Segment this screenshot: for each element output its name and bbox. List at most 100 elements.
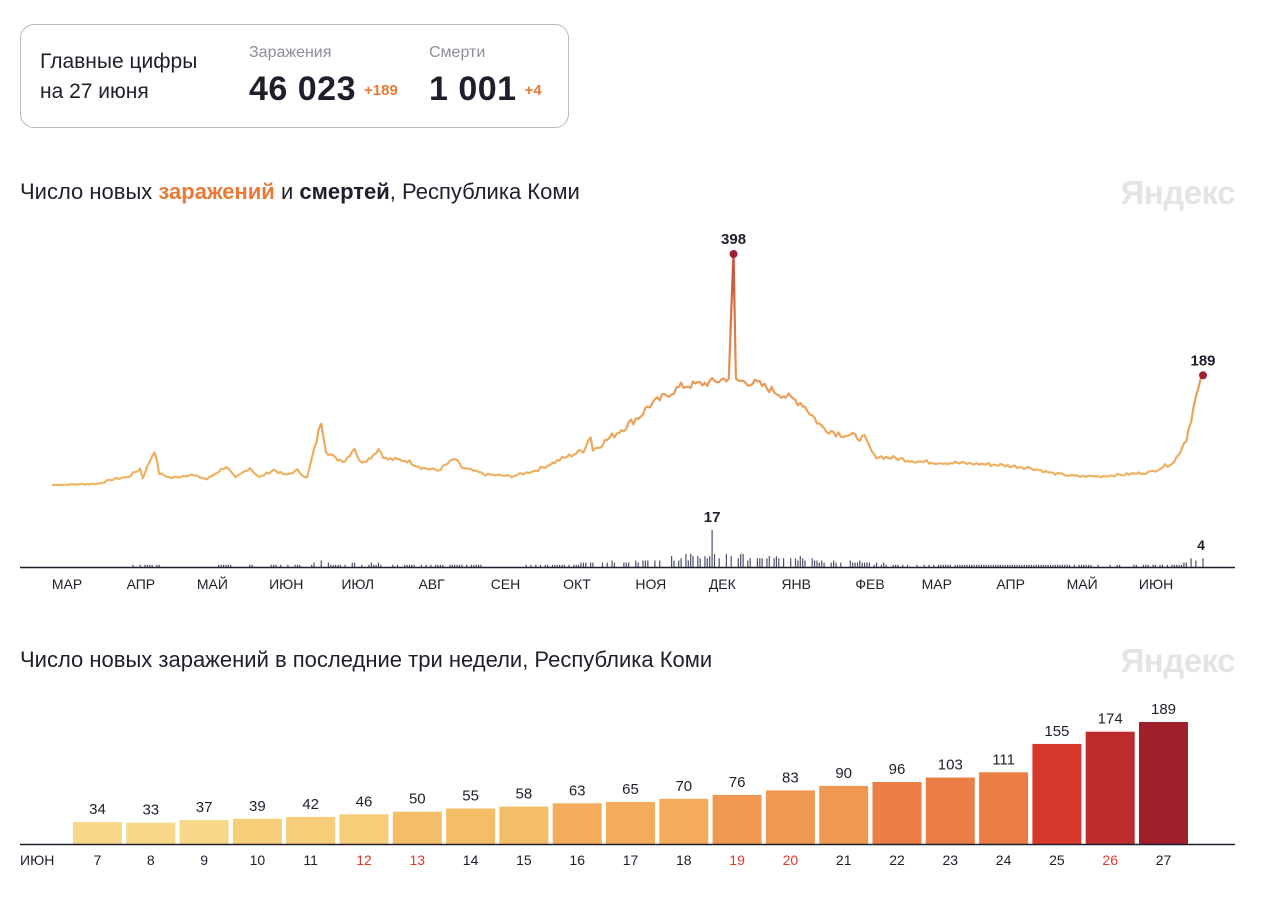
bar-value-label: 65 — [622, 781, 639, 798]
deaths-bar — [1173, 564, 1175, 567]
deaths-bar — [816, 560, 818, 567]
chart1-x-tick: ЯНВ — [781, 576, 811, 592]
deaths-bar — [1054, 564, 1056, 567]
bar-value-label: 189 — [1151, 701, 1176, 718]
deaths-bar — [873, 564, 875, 567]
deaths-bar — [945, 564, 947, 567]
deaths-bar — [654, 560, 656, 567]
deaths-bar — [1049, 564, 1052, 567]
deaths-bar — [1038, 564, 1040, 567]
summary-heading: Главные цифры на 27 июня — [40, 47, 197, 107]
deaths-bar — [1181, 564, 1183, 567]
deaths-bar — [158, 564, 160, 567]
deaths-bar — [287, 564, 289, 567]
deaths-bar — [835, 562, 837, 567]
deaths-bar — [790, 558, 792, 567]
x-tick-label: 18 — [676, 852, 692, 868]
deaths-bar — [144, 564, 146, 567]
deaths-bar — [551, 564, 553, 567]
chart1-x-tick: ОКТ — [563, 576, 591, 592]
bar-value-label: 174 — [1098, 711, 1123, 728]
deaths-bar — [1021, 564, 1023, 567]
x-tick-label: 23 — [943, 852, 959, 868]
deaths-bars — [132, 530, 1204, 567]
deaths-bar — [852, 562, 854, 567]
deaths-bar — [380, 564, 382, 567]
deaths-bar — [928, 564, 930, 567]
x-tick-label: 9 — [200, 852, 208, 868]
deaths-bar — [1135, 564, 1137, 567]
deaths-bar — [797, 560, 799, 567]
x-tick-label: 20 — [783, 852, 799, 868]
deaths-bar — [1002, 564, 1004, 567]
chart2-month-label: ИЮН — [20, 852, 54, 868]
chart1-title: Число новых заражений и смертей, Республ… — [20, 178, 580, 206]
deaths-bar — [866, 562, 868, 567]
x-tick-label: 25 — [1049, 852, 1065, 868]
deaths-bar — [406, 564, 408, 567]
deaths-bar — [759, 558, 761, 567]
deaths-bar — [454, 564, 456, 567]
deaths-bar — [968, 564, 971, 567]
deaths-bar — [1142, 564, 1144, 567]
deaths-bar — [1195, 560, 1197, 567]
bar-value-label: 96 — [889, 761, 906, 778]
deaths-bar — [1080, 564, 1083, 567]
deaths-bar — [766, 558, 768, 567]
deaths-bar — [868, 562, 870, 567]
deaths-bar — [413, 564, 415, 567]
deaths-bar — [327, 562, 329, 567]
deaths-bar — [747, 560, 749, 567]
x-tick-label: 16 — [569, 852, 585, 868]
chart1-title-part5: , Республика Коми — [389, 179, 580, 204]
deaths-bar — [592, 562, 594, 567]
deaths-bar — [411, 564, 413, 567]
deaths-bar — [139, 564, 141, 567]
deaths-bar — [637, 562, 639, 567]
deaths-bar — [554, 564, 556, 567]
deaths-bar — [1045, 564, 1047, 567]
deaths-bar — [964, 564, 966, 567]
deaths-bar — [940, 564, 942, 567]
infections-peak-point — [729, 250, 738, 258]
deaths-bar — [742, 553, 744, 567]
deaths-bar — [535, 564, 537, 567]
deaths-bar — [794, 558, 797, 567]
deaths-stat: Смерти 1 001 +4 — [429, 43, 542, 109]
deaths-delta: +4 — [524, 82, 542, 99]
deaths-bar — [473, 564, 475, 567]
deaths-bar — [849, 560, 851, 567]
bar-value-label: 90 — [835, 765, 852, 782]
deaths-bar — [437, 564, 439, 567]
deaths-bar — [947, 564, 949, 567]
bar-value-label: 39 — [249, 798, 266, 815]
infections-last-point — [1199, 371, 1207, 380]
deaths-bar — [1178, 564, 1180, 567]
chart1-x-tick: ДЕК — [709, 576, 737, 592]
deaths-bar — [713, 553, 716, 567]
deaths-bar — [942, 564, 944, 567]
deaths-bar — [987, 564, 990, 567]
deaths-bar — [251, 564, 253, 567]
bar-value-label: 76 — [729, 774, 746, 791]
deaths-bar — [461, 564, 463, 567]
x-tick-label: 27 — [1156, 852, 1172, 868]
deaths-peak-label: 17 — [704, 509, 721, 526]
deaths-bar — [704, 556, 706, 567]
deaths-bar — [330, 564, 332, 567]
deaths-bar — [690, 553, 692, 567]
deaths-bar — [814, 560, 816, 567]
deaths-bar — [833, 560, 835, 567]
deaths-bar — [451, 564, 453, 567]
deaths-bar — [575, 564, 577, 567]
deaths-bar — [954, 564, 956, 567]
deaths-bar — [923, 564, 925, 567]
bar — [446, 808, 496, 844]
deaths-bar — [880, 564, 882, 567]
deaths-bar — [830, 562, 832, 567]
x-tick-label: 14 — [463, 852, 479, 868]
deaths-bar — [1066, 564, 1068, 567]
deaths-bar — [709, 556, 711, 567]
chart1-x-tick: ИЮН — [269, 576, 303, 592]
bar — [232, 818, 282, 844]
